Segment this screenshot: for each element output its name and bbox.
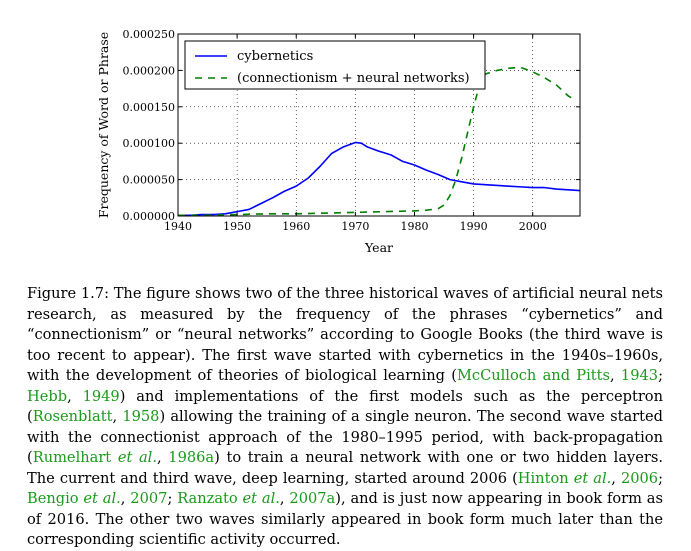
citation-link[interactable]: 2007a <box>289 490 336 507</box>
y-tick-label: 0.000050 <box>123 174 176 187</box>
y-tick-label: 0.000000 <box>123 210 176 223</box>
citation-link[interactable]: Rumelhart et al. <box>32 449 157 466</box>
x-tick-label: 1970 <box>341 220 369 233</box>
citation-link[interactable]: Ranzato et al. <box>177 490 280 507</box>
series-line-cybernetics <box>178 141 581 217</box>
citation-link[interactable]: 1949 <box>82 387 120 405</box>
legend-entry: cybernetics <box>237 49 313 64</box>
legend-box <box>184 40 486 90</box>
citation-link[interactable]: Rosenblatt <box>32 408 113 425</box>
citation-link[interactable]: McCulloch and Pitts <box>456 367 611 384</box>
caption-text: Figure 1.7: The figure shows two of the … <box>27 285 663 384</box>
caption-text: , <box>112 408 123 425</box>
caption-text: , <box>120 490 131 507</box>
y-axis-label: Frequency of Word or Phrase <box>96 32 111 218</box>
y-tick-label: 0.000100 <box>123 137 176 150</box>
caption-text: , <box>610 367 621 384</box>
x-tick-label: 1950 <box>223 220 251 233</box>
x-tick-label: 1940 <box>164 220 192 233</box>
citation-link[interactable]: 1986a <box>168 449 215 466</box>
x-tick-label: 1990 <box>460 220 488 233</box>
legend-entry: (connectionism + neural networks) <box>237 71 470 86</box>
caption-text: ; <box>658 367 663 384</box>
citation-link[interactable]: 2007 <box>130 490 168 507</box>
caption-text: ), and is just now appearing in book for… <box>27 490 663 548</box>
citation-link[interactable]: 1958 <box>122 408 160 425</box>
citation-link[interactable]: Hebb <box>27 387 68 405</box>
figure-caption: Figure 1.7: The figure shows two of the … <box>27 284 663 551</box>
series-line-connectionism <box>178 66 575 217</box>
caption-text: ; <box>167 490 178 507</box>
caption-text: , <box>67 387 83 405</box>
x-tick-label: 2000 <box>519 220 547 233</box>
caption-text: , <box>279 490 290 507</box>
caption-text: , <box>157 449 169 466</box>
caption-text: ) and implementations of the first model… <box>27 387 663 426</box>
x-tick-label: 1960 <box>282 220 310 233</box>
citation-link[interactable]: Bengio et al. <box>27 490 121 507</box>
caption-text: ) to train a neural network with one or … <box>27 449 664 487</box>
caption-text: ; <box>658 469 664 487</box>
caption-text: ) allowing the training of a single neur… <box>27 408 663 466</box>
y-tick-label: 0.000200 <box>123 64 176 77</box>
line-chart: 1940 1950 1960 1970 1980 1990 2000 0.000000 0.00… <box>96 28 581 255</box>
x-tick-label: 1980 <box>400 220 428 233</box>
citation-link[interactable]: 1943 <box>620 367 659 384</box>
chart: 1940 1950 1960 1970 1980 1990 2000 0.000000 0.00… <box>0 0 691 270</box>
x-axis-label: Year <box>364 240 393 255</box>
plot-frame <box>177 33 581 217</box>
citation-link[interactable]: 2006 <box>620 469 659 487</box>
citation-link[interactable]: Hinton et al. <box>517 469 612 487</box>
y-tick-label: 0.000150 <box>123 101 176 114</box>
y-tick-label: 0.000250 <box>123 28 176 41</box>
caption-text: , <box>611 469 621 487</box>
